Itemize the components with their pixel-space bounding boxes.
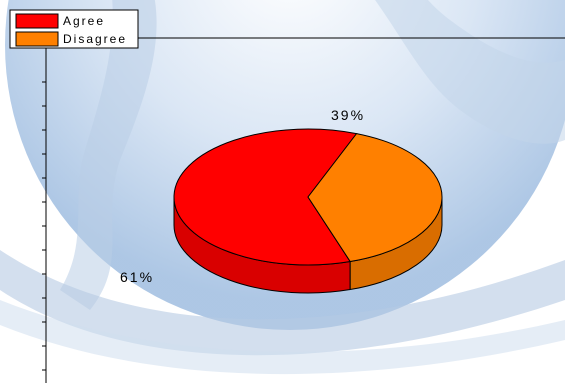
legend: Agree Disagree (9, 9, 139, 49)
data-label-disagree: 39% (331, 107, 365, 123)
pie-slice-agree (173, 128, 358, 266)
legend-swatch-agree (15, 13, 59, 29)
legend-label-agree: Agree (63, 14, 105, 28)
legend-swatch-disagree (15, 31, 59, 47)
legend-label-disagree: Disagree (63, 32, 127, 46)
axis-ticks (42, 81, 46, 371)
pie-group (173, 128, 443, 294)
pie-slice-disagree (307, 133, 443, 263)
data-label-agree: 61% (120, 269, 154, 285)
